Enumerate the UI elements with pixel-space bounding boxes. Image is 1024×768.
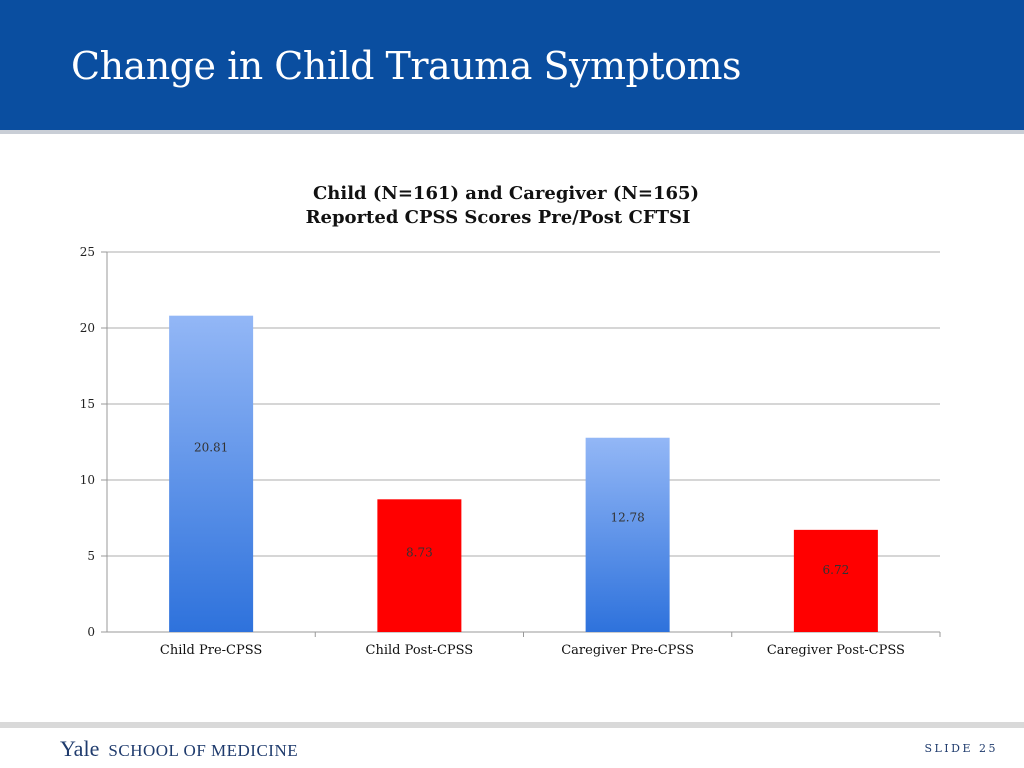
slide-number: SLIDE 25 bbox=[924, 742, 998, 755]
y-tick-label: 5 bbox=[87, 549, 95, 563]
slide-title: Change in Child Trauma Symptoms bbox=[71, 44, 741, 88]
bar-value-label: 12.78 bbox=[610, 510, 644, 524]
bar bbox=[169, 315, 254, 632]
x-category-label: Child Post-CPSS bbox=[366, 643, 474, 658]
x-category-label: Caregiver Post-CPSS bbox=[767, 643, 905, 658]
y-tick-label: 10 bbox=[80, 473, 95, 487]
title-banner: Change in Child Trauma Symptoms bbox=[0, 0, 1024, 130]
bar-value-label: 8.73 bbox=[406, 545, 433, 559]
bar-chart: 0 5 10 15 20 25 20.81 Child Pre-CPSS 8.73 Child P… bbox=[80, 245, 941, 658]
bars bbox=[169, 315, 878, 632]
footer-band bbox=[0, 722, 1024, 728]
y-tick-label: 25 bbox=[80, 245, 95, 259]
bar bbox=[377, 499, 462, 632]
bar bbox=[793, 529, 878, 632]
y-tick-label: 0 bbox=[87, 625, 95, 639]
y-tick-label: 20 bbox=[80, 321, 95, 335]
x-category-label: Caregiver Pre-CPSS bbox=[561, 643, 694, 658]
bar-value-label: 6.72 bbox=[823, 563, 850, 577]
chart-title-line-2: Reported CPSS Scores Pre/Post CFTSI bbox=[305, 207, 691, 228]
footer-logo: Yale SCHOOL OF MEDICINE bbox=[60, 736, 298, 762]
bar bbox=[585, 437, 670, 632]
footer-brand-school: SCHOOL OF MEDICINE bbox=[108, 741, 299, 760]
bar-value-label: 20.81 bbox=[194, 441, 228, 455]
chart-title: Child (N=161) and Caregiver (N=165) Repo… bbox=[200, 182, 800, 230]
chart-title-line-1: Child (N=161) and Caregiver (N=165) bbox=[312, 183, 700, 204]
y-tick-label: 15 bbox=[80, 397, 95, 411]
labels: 0 5 10 15 20 25 20.81 Child Pre-CPSS 8.73 Child P… bbox=[80, 245, 905, 658]
footer-brand-yale: Yale bbox=[60, 736, 100, 761]
header-divider bbox=[0, 130, 1024, 134]
x-category-label: Child Pre-CPSS bbox=[160, 643, 262, 658]
